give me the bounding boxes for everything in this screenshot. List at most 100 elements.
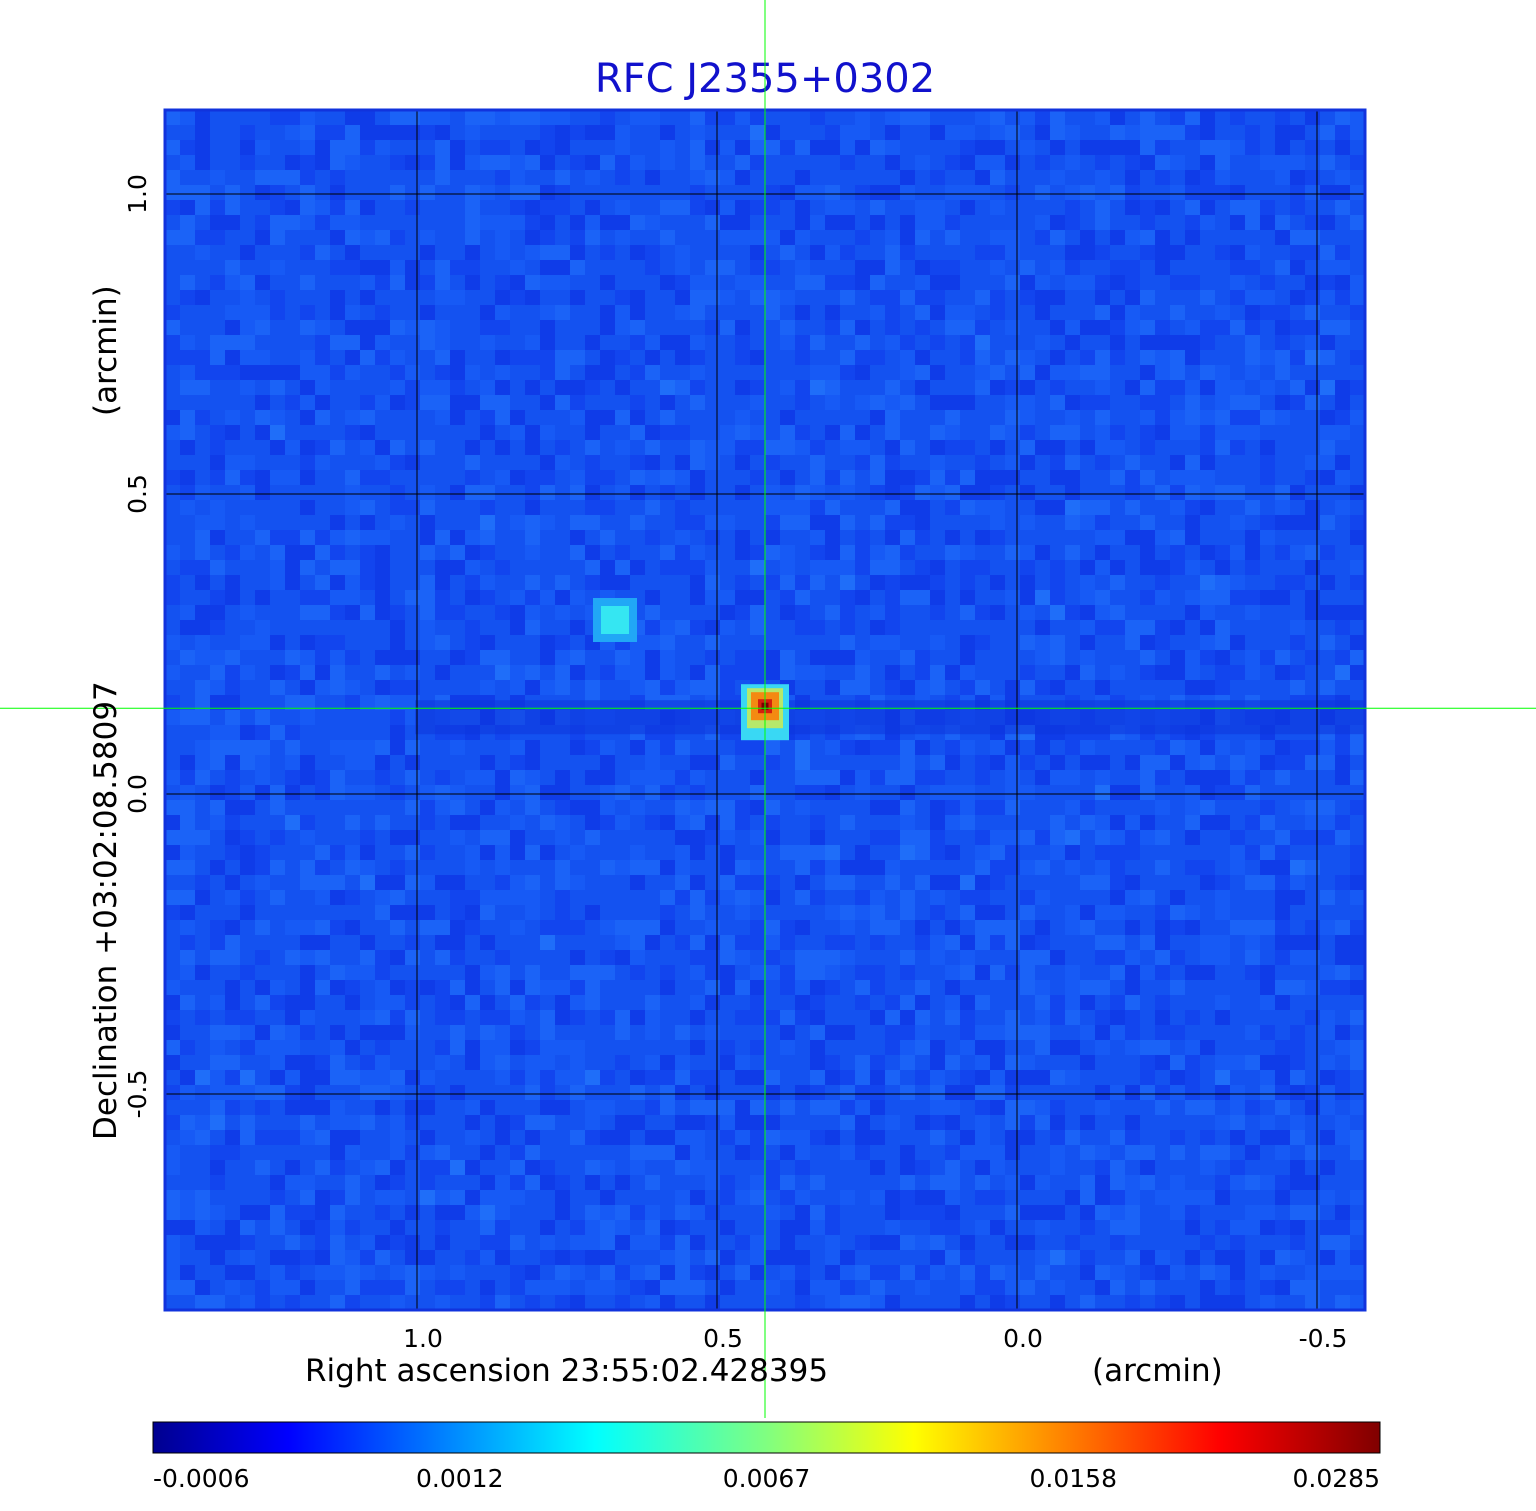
noise-pixel	[795, 995, 810, 1010]
noise-pixel	[855, 785, 870, 800]
noise-pixel	[1245, 125, 1260, 140]
noise-pixel	[945, 1115, 960, 1130]
noise-pixel	[1155, 365, 1170, 380]
noise-pixel	[450, 350, 465, 365]
noise-pixel	[480, 1010, 495, 1025]
noise-pixel	[540, 275, 555, 290]
noise-pixel	[285, 650, 300, 665]
noise-pixel	[750, 200, 765, 215]
noise-pixel	[900, 110, 915, 125]
noise-pixel	[720, 950, 735, 965]
noise-pixel	[1335, 170, 1350, 185]
noise-pixel	[870, 515, 885, 530]
noise-pixel	[1335, 1205, 1350, 1220]
noise-pixel	[450, 1265, 465, 1280]
noise-pixel	[315, 1130, 330, 1145]
noise-pixel	[780, 320, 795, 335]
noise-pixel	[675, 1280, 690, 1295]
noise-pixel	[870, 800, 885, 815]
noise-pixel	[705, 620, 720, 635]
noise-pixel	[1275, 770, 1290, 785]
noise-pixel	[525, 680, 540, 695]
noise-pixel	[690, 1235, 705, 1250]
noise-pixel	[645, 1280, 660, 1295]
noise-pixel	[1005, 935, 1020, 950]
noise-pixel	[1200, 110, 1215, 125]
noise-pixel	[1260, 215, 1275, 230]
noise-pixel	[390, 185, 405, 200]
noise-pixel	[165, 830, 180, 845]
noise-pixel	[1050, 215, 1065, 230]
noise-pixel	[960, 815, 975, 830]
noise-pixel	[285, 920, 300, 935]
noise-pixel	[555, 305, 570, 320]
noise-pixel	[165, 1160, 180, 1175]
noise-pixel	[855, 1295, 870, 1310]
noise-pixel	[690, 845, 705, 860]
noise-pixel	[735, 1130, 750, 1145]
noise-pixel	[1095, 455, 1110, 470]
noise-pixel	[1350, 1130, 1365, 1145]
noise-pixel	[240, 665, 255, 680]
noise-pixel	[525, 500, 540, 515]
noise-pixel	[795, 740, 810, 755]
noise-pixel	[930, 275, 945, 290]
noise-pixel	[1350, 1250, 1365, 1265]
noise-pixel	[450, 290, 465, 305]
noise-pixel	[330, 845, 345, 860]
noise-pixel	[1305, 110, 1320, 125]
noise-pixel	[1215, 155, 1230, 170]
noise-pixel	[720, 935, 735, 950]
noise-pixel	[585, 170, 600, 185]
noise-pixel	[1110, 620, 1125, 635]
noise-pixel	[225, 1085, 240, 1100]
noise-pixel	[1305, 560, 1320, 575]
noise-pixel	[1065, 1190, 1080, 1205]
noise-pixel	[495, 830, 510, 845]
noise-pixel	[645, 680, 660, 695]
noise-pixel	[645, 1055, 660, 1070]
noise-pixel	[795, 965, 810, 980]
noise-pixel	[210, 755, 225, 770]
noise-pixel	[645, 440, 660, 455]
noise-pixel	[1140, 425, 1155, 440]
noise-pixel	[375, 395, 390, 410]
noise-pixel	[405, 200, 420, 215]
noise-pixel	[1110, 185, 1125, 200]
noise-pixel	[495, 155, 510, 170]
noise-pixel	[195, 695, 210, 710]
noise-pixel	[960, 395, 975, 410]
noise-pixel	[255, 995, 270, 1010]
noise-pixel	[1290, 1175, 1305, 1190]
noise-pixel	[285, 575, 300, 590]
noise-pixel	[300, 695, 315, 710]
noise-pixel	[1185, 560, 1200, 575]
noise-pixel	[1230, 1055, 1245, 1070]
noise-pixel	[165, 1085, 180, 1100]
noise-pixel	[825, 1025, 840, 1040]
noise-pixel	[765, 740, 780, 755]
noise-pixel	[1125, 890, 1140, 905]
noise-pixel	[240, 1010, 255, 1025]
noise-pixel	[465, 860, 480, 875]
noise-pixel	[270, 635, 285, 650]
noise-pixel	[990, 125, 1005, 140]
noise-pixel	[1125, 170, 1140, 185]
noise-pixel	[900, 785, 915, 800]
noise-pixel	[405, 875, 420, 890]
noise-pixel	[915, 485, 930, 500]
noise-pixel	[435, 995, 450, 1010]
noise-pixel	[600, 770, 615, 785]
noise-pixel	[645, 815, 660, 830]
noise-pixel	[225, 200, 240, 215]
noise-pixel	[375, 905, 390, 920]
noise-pixel	[750, 230, 765, 245]
noise-pixel	[1200, 785, 1215, 800]
noise-pixel	[555, 110, 570, 125]
noise-pixel	[270, 1070, 285, 1085]
noise-pixel	[930, 200, 945, 215]
noise-pixel	[885, 260, 900, 275]
noise-pixel	[285, 1100, 300, 1115]
noise-pixel	[270, 680, 285, 695]
noise-pixel	[630, 1010, 645, 1025]
